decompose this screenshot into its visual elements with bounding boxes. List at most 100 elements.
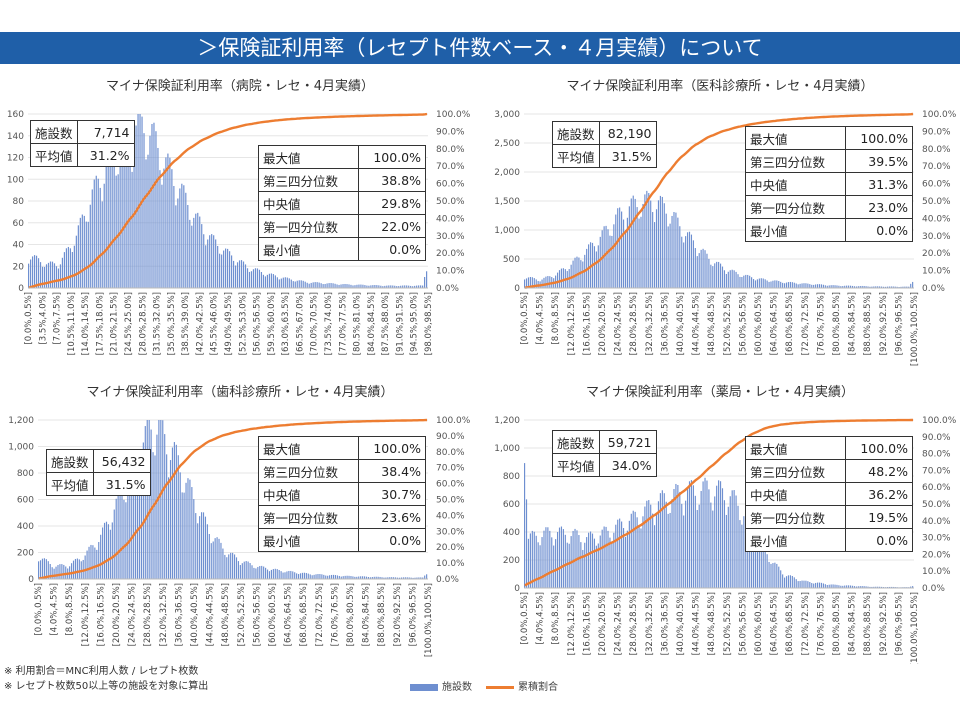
histogram-bar bbox=[849, 285, 852, 288]
histogram-bar bbox=[71, 251, 73, 288]
histogram-bar bbox=[288, 570, 290, 579]
histogram-bar bbox=[772, 280, 774, 288]
cumulative-line bbox=[28, 112, 428, 289]
histogram-bar bbox=[549, 276, 551, 288]
x-tick-label: [64.0%,64.5%] bbox=[770, 592, 780, 655]
x-tick-label: [35.0%,35.5%] bbox=[167, 292, 177, 355]
histogram-bar bbox=[774, 562, 776, 588]
histogram-bar bbox=[743, 516, 745, 588]
histogram-bar bbox=[117, 491, 119, 579]
stat-label: 中央値 bbox=[745, 172, 846, 196]
histogram-bar bbox=[737, 505, 739, 588]
histogram-bar bbox=[525, 278, 528, 288]
histogram-bar bbox=[764, 279, 766, 288]
histogram-bar bbox=[276, 277, 278, 288]
histogram-bar bbox=[861, 285, 863, 288]
histogram-bar bbox=[76, 558, 78, 579]
histogram-bar bbox=[700, 490, 702, 588]
histogram-bar bbox=[741, 277, 743, 288]
histogram-bar bbox=[611, 542, 613, 588]
histogram-bar bbox=[179, 472, 181, 579]
histogram-bar bbox=[63, 564, 65, 579]
histogram-bar bbox=[259, 566, 261, 579]
histogram-bar bbox=[555, 539, 557, 588]
histogram-bar bbox=[387, 577, 389, 579]
x-tick-label: [45.5%,46.0%] bbox=[210, 292, 220, 355]
histogram-bar bbox=[340, 576, 342, 579]
histogram-bar bbox=[61, 257, 64, 288]
x-tick-label: [100.0%,100.5%] bbox=[910, 592, 920, 664]
histogram-bar bbox=[396, 286, 398, 288]
histogram-bar bbox=[648, 193, 650, 288]
histogram-bar bbox=[388, 285, 390, 288]
histogram-bar bbox=[588, 244, 590, 288]
x-tick-label: [8.0%,8.5%] bbox=[551, 292, 561, 345]
histogram-bar bbox=[205, 245, 207, 288]
stat-value: 30.7% bbox=[357, 482, 427, 506]
histogram-bar bbox=[805, 580, 807, 588]
histogram-bar bbox=[832, 285, 834, 288]
x-tick-label: [3.5%,4.0%] bbox=[38, 292, 48, 345]
histogram-bar bbox=[404, 577, 406, 579]
histogram-bar bbox=[326, 283, 328, 288]
histogram-bar bbox=[830, 584, 832, 588]
stat-label: 第三四分位数 bbox=[258, 459, 359, 483]
y-tick-label: 1,200 bbox=[494, 416, 520, 426]
x-tick-label: [10.5%,11.0%] bbox=[67, 292, 77, 355]
histogram-bar bbox=[599, 236, 601, 288]
histogram-bar bbox=[59, 264, 62, 288]
histogram-bar bbox=[624, 536, 627, 588]
histogram-bar bbox=[892, 586, 894, 588]
x-tick-label: [0.0%,0.5%] bbox=[520, 292, 530, 345]
histogram-bar bbox=[350, 284, 352, 288]
histogram-bar bbox=[354, 576, 356, 579]
y-tick-label: 600 bbox=[17, 496, 34, 506]
histogram-bar bbox=[865, 286, 867, 288]
histogram-bar bbox=[317, 574, 319, 579]
x-tick-label: [40.0%,40.5%] bbox=[676, 292, 686, 355]
stat-label: 第三四分位数 bbox=[745, 149, 846, 173]
histogram-bar bbox=[157, 147, 159, 288]
x-tick-label: [44.0%,44.5%] bbox=[692, 292, 702, 355]
histogram-bar bbox=[142, 442, 144, 579]
mean-value: 31.2% bbox=[76, 143, 135, 167]
histogram-bar bbox=[402, 285, 404, 288]
histogram-bar bbox=[375, 576, 377, 579]
y2-tick-label: 20.0% bbox=[436, 543, 465, 553]
histogram-bar bbox=[609, 235, 611, 288]
histogram-bar bbox=[543, 277, 545, 288]
stat-value: 36.2% bbox=[844, 482, 914, 506]
histogram-bar bbox=[408, 285, 410, 288]
histogram-bar bbox=[103, 522, 106, 579]
histogram-bar bbox=[268, 273, 270, 288]
x-tick-label: [24.0%,24.5%] bbox=[614, 592, 624, 655]
y2-tick-label: 70.0% bbox=[436, 464, 465, 474]
histogram-bar bbox=[199, 216, 201, 288]
y-tick-label: 1,000 bbox=[8, 443, 34, 453]
x-tick-label: [64.0%,64.5%] bbox=[284, 583, 294, 646]
y2-tick-label: 50.0% bbox=[436, 197, 465, 207]
y2-tick-label: 90.0% bbox=[436, 432, 465, 442]
histogram-bar bbox=[888, 286, 890, 288]
x-tick-label: [32.0%,32.5%] bbox=[645, 292, 655, 355]
histogram-bar bbox=[228, 251, 231, 288]
facility-count-label: 施設数 bbox=[46, 449, 94, 473]
histogram-bar bbox=[400, 577, 402, 579]
footnote: ※ 利用割合＝MNC利用人数 / レセプト枚数 bbox=[4, 666, 199, 677]
histogram-bar bbox=[710, 502, 712, 588]
histogram-bar bbox=[762, 541, 764, 588]
histogram-bar bbox=[38, 561, 40, 579]
histogram-bar bbox=[721, 266, 724, 288]
histogram-bar bbox=[372, 285, 374, 288]
histogram-bar bbox=[266, 569, 269, 579]
histogram-bar bbox=[398, 577, 401, 579]
histogram-bar bbox=[146, 420, 148, 579]
histogram-bar bbox=[849, 585, 852, 588]
histogram-bar bbox=[535, 535, 537, 588]
histogram-bar bbox=[772, 563, 774, 588]
stat-label: 最小値 bbox=[258, 237, 359, 261]
histogram-bar bbox=[560, 526, 563, 588]
histogram-bar bbox=[892, 286, 894, 288]
histogram-bar bbox=[404, 285, 406, 288]
histogram-bar bbox=[706, 480, 708, 588]
